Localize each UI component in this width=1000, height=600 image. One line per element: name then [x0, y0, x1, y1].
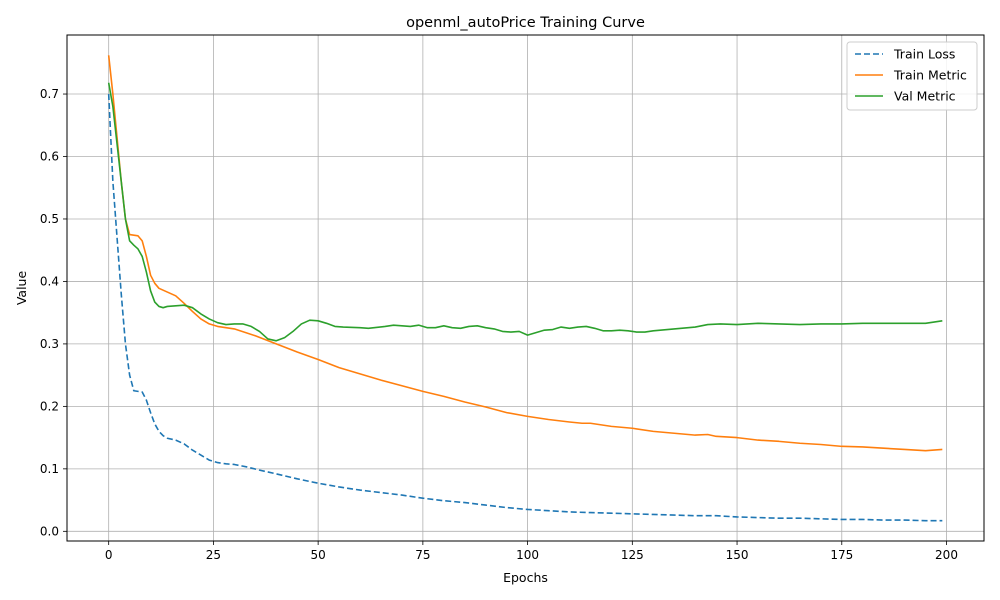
legend-label-2: Val Metric: [894, 89, 956, 104]
legend-label-1: Train Metric: [893, 68, 967, 83]
x-tick-label: 125: [621, 548, 644, 562]
chart-title: openml_autoPrice Training Curve: [406, 15, 645, 31]
x-axis-ticks: 0 25 50 75 100 125 150 175 200: [105, 541, 958, 562]
series-line-1: [107, 55, 943, 452]
x-tick-label: 75: [415, 548, 430, 562]
x-tick-label: 100: [516, 548, 539, 562]
y-tick-label: 0.2: [40, 399, 59, 413]
y-tick-label: 0.7: [40, 87, 59, 101]
x-tick-label: 150: [726, 548, 749, 562]
series-lines: [107, 55, 943, 522]
y-tick-label: 0.1: [40, 462, 59, 476]
series-line-2: [107, 82, 943, 342]
y-tick-label: 0.4: [40, 274, 59, 288]
series-line-0: [107, 93, 943, 522]
x-tick-label: 0: [105, 548, 113, 562]
x-tick-label: 200: [935, 548, 958, 562]
legend-label-0: Train Loss: [893, 47, 955, 62]
x-axis-label: Epochs: [503, 570, 548, 585]
grid-lines: [67, 35, 984, 541]
y-tick-label: 0.0: [40, 524, 59, 538]
y-tick-label: 0.6: [40, 150, 59, 164]
plot-frame: [66, 34, 985, 542]
x-tick-label: 175: [830, 548, 853, 562]
y-axis-label: Value: [14, 271, 29, 306]
legend: Train Loss Train Metric Val Metric: [846, 41, 978, 111]
legend-box: [846, 41, 978, 111]
y-axis-ticks: 0.0 0.1 0.2 0.3 0.4 0.5 0.6 0.7: [40, 87, 67, 538]
x-tick-label: 25: [206, 548, 221, 562]
x-tick-label: 50: [310, 548, 325, 562]
y-tick-label: 0.5: [40, 212, 59, 226]
y-tick-label: 0.3: [40, 337, 59, 351]
